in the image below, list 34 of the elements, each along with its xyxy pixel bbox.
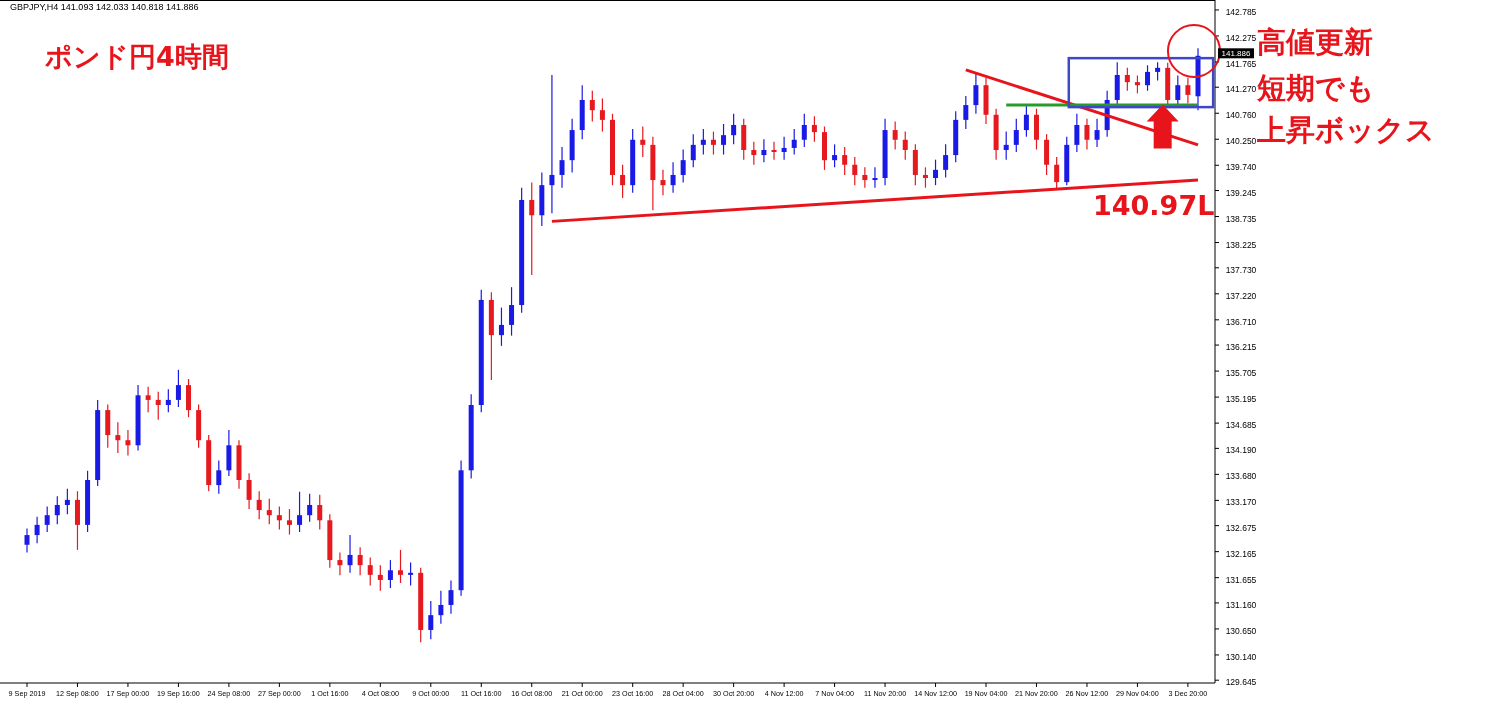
price-tag: 141.886 — [1218, 48, 1254, 59]
y-tick-label: 138.225 — [1225, 239, 1257, 250]
text: 短期でも — [1256, 71, 1375, 105]
text: ポンド円4時間 — [45, 41, 229, 72]
y-tick-label: 141.270 — [1225, 84, 1257, 95]
chart-subtitle: GBPJPY,H4 141.093 142.033 140.818 141.886 — [10, 2, 199, 12]
y-tick-label: 134.685 — [1225, 420, 1257, 431]
annotation: 140.97L — [1093, 190, 1215, 221]
y-tick-label: 132.675 — [1225, 522, 1257, 533]
y-tick-label: 135.705 — [1225, 368, 1257, 379]
y-tick-label: 136.710 — [1225, 316, 1257, 327]
y-tick-label: 136.215 — [1225, 342, 1257, 353]
text: 高値更新 — [1257, 25, 1373, 59]
y-tick-label: 140.250 — [1225, 136, 1257, 147]
y-tick-label: 137.220 — [1225, 290, 1257, 301]
y-tick-label: 132.165 — [1225, 548, 1257, 559]
y-tick-label: 133.170 — [1225, 497, 1257, 508]
y-tick-label: 130.140 — [1225, 651, 1257, 662]
text: 上昇ボックス — [1256, 113, 1435, 147]
y-tick-label: 129.645 — [1225, 677, 1257, 688]
y-tick-label: 142.275 — [1225, 32, 1257, 43]
y-tick-label: 131.160 — [1225, 599, 1257, 610]
y-tick-label: 139.740 — [1225, 162, 1257, 173]
y-tick-label: 140.760 — [1225, 110, 1257, 121]
y-tick-label: 139.245 — [1225, 187, 1257, 198]
y-tick-label: 137.730 — [1225, 264, 1257, 275]
y-tick-label: 133.680 — [1225, 471, 1257, 482]
y-tick-label: 134.190 — [1225, 445, 1257, 456]
y-tick-label: 142.785 — [1225, 6, 1257, 17]
y-tick-label: 135.195 — [1225, 394, 1257, 405]
y-tick-label: 131.655 — [1225, 574, 1257, 585]
y-tick-label: 130.650 — [1225, 625, 1257, 636]
y-tick-label: 138.735 — [1225, 213, 1257, 224]
y-tick-label: 141.765 — [1225, 58, 1257, 69]
